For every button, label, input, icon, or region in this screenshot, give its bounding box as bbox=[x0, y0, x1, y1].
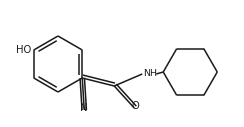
Text: HO: HO bbox=[16, 45, 31, 55]
Text: N: N bbox=[81, 103, 88, 113]
Text: NH: NH bbox=[143, 68, 157, 77]
Text: O: O bbox=[132, 101, 140, 111]
